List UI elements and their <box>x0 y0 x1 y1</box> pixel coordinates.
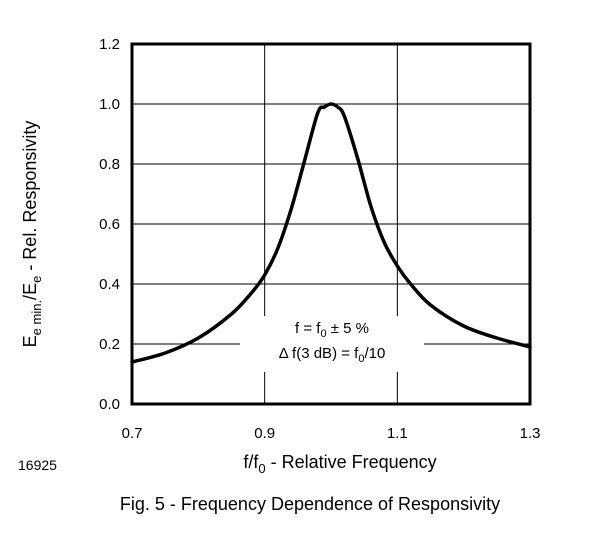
y-tick-label-0: 0.0 <box>99 396 120 413</box>
x-tick-label-0: 0.7 <box>122 425 143 442</box>
y-tick-label-1: 0.2 <box>99 336 120 353</box>
x-tick-label-2: 1.1 <box>387 425 408 442</box>
y-axis-label: Ee min./Ee - Rel. Responsivity <box>20 121 44 348</box>
figure-id: 16925 <box>18 457 57 473</box>
y-tick-label-6: 1.2 <box>99 36 120 53</box>
x-tick-label-1: 0.9 <box>254 425 275 442</box>
responsivity-curve <box>130 102 532 364</box>
y-axis-ticks: 0.0 0.2 0.4 0.6 0.8 1.0 1.2 <box>99 36 120 413</box>
y-tick-label-5: 1.0 <box>99 96 120 113</box>
annotation-line-2: Δ f(3 dB) = f0/10 <box>279 345 386 365</box>
annotation-line-1: f = f0 ± 5 % <box>295 320 369 340</box>
plot-frame <box>130 42 532 406</box>
figure-caption: Fig. 5 - Frequency Dependence of Respons… <box>120 494 500 514</box>
y-tick-label-4: 0.8 <box>99 156 120 173</box>
y-tick-label-2: 0.4 <box>99 276 120 293</box>
y-tick-label-3: 0.6 <box>99 216 120 233</box>
annotation-background <box>240 316 424 372</box>
x-tick-label-3: 1.3 <box>520 425 541 442</box>
x-axis-ticks: 0.7 0.9 1.1 1.3 <box>122 425 541 442</box>
x-axis-label: f/f0 - Relative Frequency <box>243 452 436 476</box>
